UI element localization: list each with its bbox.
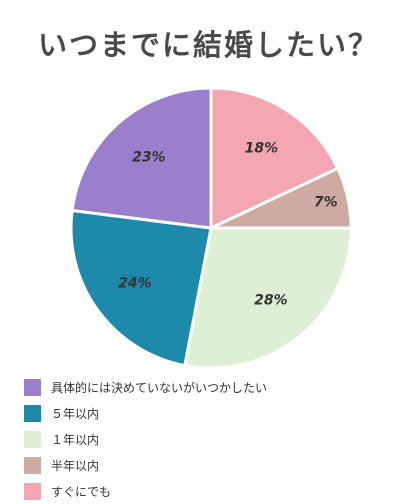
legend-swatch-3 [24,430,41,448]
legend-item-5: すぐにでも [24,478,267,504]
legend: 具体的には決めていないがいつかしたい ５年以内 １年以内 半年以内 すぐにでも [24,374,267,504]
pie-label-5: 23% [132,149,166,165]
legend-item-3: １年以内 [24,426,267,452]
legend-swatch-1 [24,378,41,396]
pie-label-1: 18% [245,141,279,157]
pie-slice-3 [183,226,353,370]
legend-label-4: 半年以内 [51,458,100,473]
legend-item-1: 具体的には決めていないがいつかしたい [24,374,267,400]
legend-swatch-5 [24,482,41,500]
legend-swatch-4 [24,456,41,474]
legend-label-2: ５年以内 [51,406,100,421]
legend-swatch-2 [24,404,41,422]
legend-item-4: 半年以内 [24,452,267,478]
legend-label-3: １年以内 [51,432,100,447]
pie-label-3: 28% [254,292,288,308]
legend-label-5: すぐにでも [51,484,112,499]
pie-chart: 18% 7% 28% 24% 23% [69,86,353,370]
pie-label-2: 7% [314,194,338,210]
pie-label-4: 24% [118,275,152,291]
chart-title: いつまでに結婚したい？ [37,28,379,62]
legend-item-2: ５年以内 [24,400,267,426]
pie-slice-5 [70,86,213,230]
pie-slice-1 [209,86,340,231]
pie-slice-4 [69,208,213,368]
legend-label-1: 具体的には決めていないがいつかしたい [51,380,268,395]
